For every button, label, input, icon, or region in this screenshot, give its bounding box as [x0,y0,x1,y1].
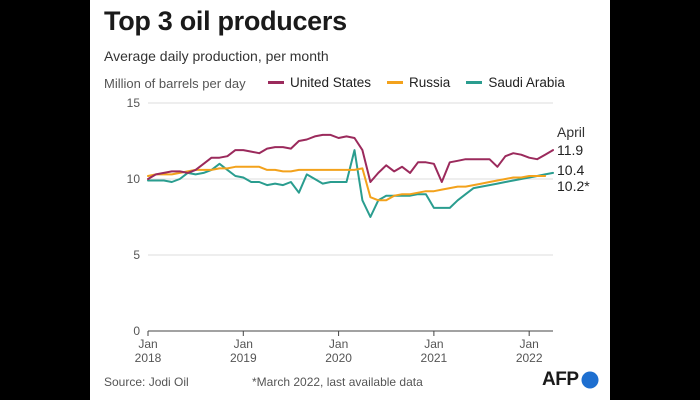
series-line-russia [147,165,547,202]
footnote: *March 2022, last available data [252,375,423,389]
x-tick-label-year-2020: 2020 [325,351,352,365]
chart-card: Top 3 oil producers Average daily produc… [90,0,610,400]
legend-swatch-russia [387,81,404,84]
right-border [610,0,700,400]
afp-logo-circle-icon [581,371,598,389]
y-axis-label: Million of barrels per day [104,76,246,91]
x-tick-label-year-2022: 2022 [516,351,543,365]
chart-subtitle: Average daily production, per month [104,48,329,64]
legend-label-united-states: United States [290,75,372,90]
y-tick-label-10: 10 [127,172,141,186]
x-tick-label-year-2018: 2018 [135,351,162,365]
x-tick-label-month-2018: Jan [138,337,157,351]
y-tick-label-5: 5 [133,248,140,262]
x-tick-label-year-2019: 2019 [230,351,257,365]
afp-logo: AFP [542,369,599,391]
legend: United States Russia Saudi Arabia [268,75,565,90]
source-note: Source: Jodi Oil [104,375,189,389]
legend-swatch-united-states [268,81,284,84]
legend-item-russia: Russia [387,75,450,90]
annotation-us-value: 11.9 [557,142,583,158]
afp-logo-text: AFP [542,369,579,390]
legend-item-saudi-arabia: Saudi Arabia [466,75,565,90]
legend-item-united-states: United States [268,75,371,90]
legend-label-saudi-arabia: Saudi Arabia [488,75,565,90]
annotation-russia-value: 10.2* [557,178,590,194]
legend-swatch-saudi-arabia [466,81,483,84]
x-tick-label-year-2021: 2021 [421,351,448,365]
x-tick-label-month-2020: Jan [329,337,348,351]
series-line-saudi-arabia [147,149,554,218]
chart-title: Top 3 oil producers [104,6,347,36]
y-tick-label-0: 0 [133,324,140,338]
left-border [0,0,90,400]
line-chart: 051015Jan2018Jan2019Jan2020Jan2021Jan202… [127,96,591,365]
x-tick-label-month-2021: Jan [424,337,443,351]
series-line-united-states [147,133,554,183]
legend-label-russia: Russia [409,75,451,90]
y-tick-label-15: 15 [127,96,141,110]
annotation-saudi-value: 10.4 [557,162,584,178]
x-tick-label-month-2022: Jan [519,337,538,351]
x-tick-label-month-2019: Jan [234,337,253,351]
annotation-april: April [557,124,585,140]
